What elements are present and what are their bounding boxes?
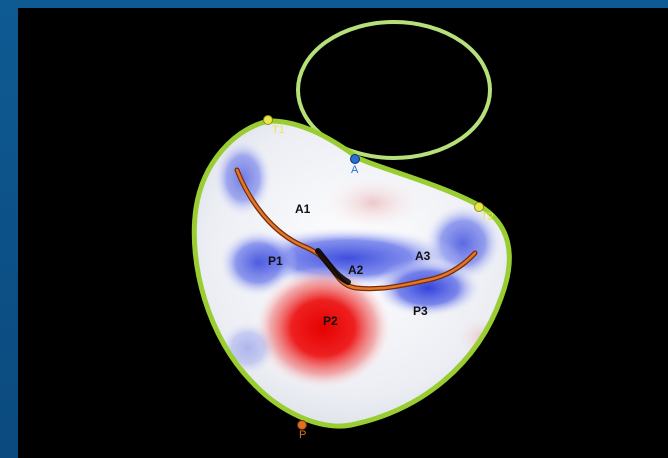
segment-label-p1: P1 — [268, 254, 283, 268]
leaflet-gap — [315, 248, 351, 285]
render-viewport: A1 A2 A3 P1 P2 P3 T1 T2 A P — [18, 8, 668, 458]
marker-t1-dot — [263, 115, 273, 125]
segment-label-a2: A2 — [348, 263, 364, 277]
valve-render: A1 A2 A3 P1 P2 P3 T1 T2 A P — [191, 20, 512, 441]
segment-label-a3: A3 — [415, 249, 431, 263]
aortic-ring — [296, 20, 492, 160]
marker-t2-label: T2 — [481, 211, 494, 223]
segment-label-p2: P2 — [323, 314, 338, 328]
marker-p-label: P — [299, 429, 306, 441]
marker-p-dot — [297, 420, 307, 430]
marker-t2-dot — [474, 202, 484, 212]
marker-a-label: A — [351, 164, 359, 176]
segment-label-a1: A1 — [295, 202, 311, 216]
segment-label-p3: P3 — [413, 304, 428, 318]
marker-a-dot — [350, 154, 360, 164]
marker-t1-label: T1 — [272, 124, 285, 136]
annulus-ring — [191, 118, 512, 429]
